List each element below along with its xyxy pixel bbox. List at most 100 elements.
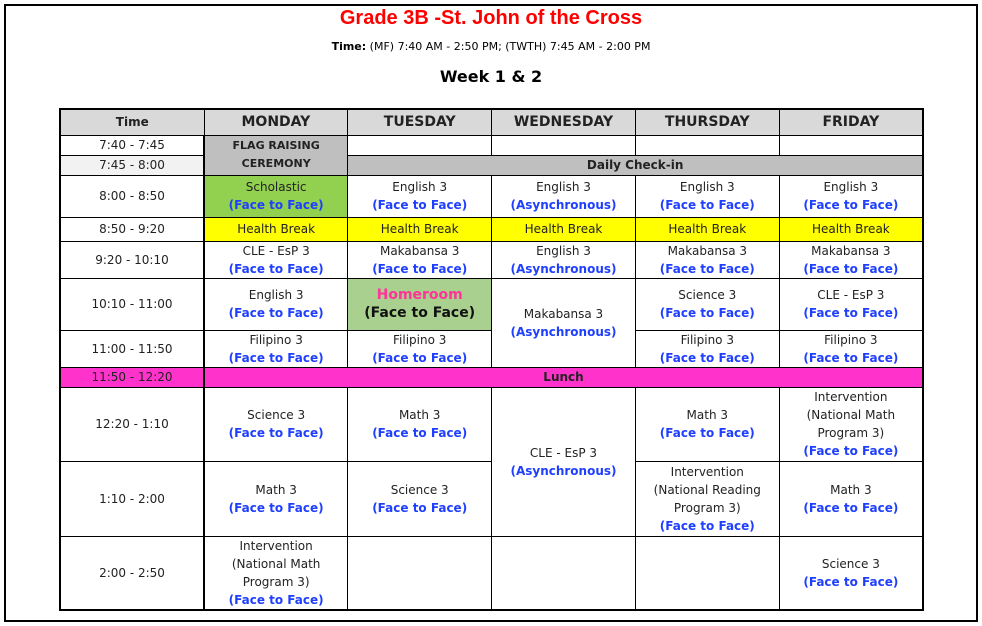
subject-label: Filipino 3 bbox=[680, 332, 734, 347]
delivery-mode: (Asynchronous) bbox=[510, 324, 617, 339]
subject-label: Filipino 3 bbox=[249, 332, 303, 347]
schedule-cell: Makabansa 3 (Face to Face) bbox=[634, 240, 780, 279]
time-slot: 2:00 - 2:50 bbox=[59, 535, 205, 610]
empty-cell bbox=[634, 134, 780, 156]
delivery-mode: (Face to Face) bbox=[228, 261, 324, 276]
subject-label: English 3 bbox=[248, 288, 304, 302]
delivery-mode: (Face to Face) bbox=[803, 350, 899, 365]
schedule-cell: Health Break bbox=[634, 216, 780, 242]
subject-label: English 3 bbox=[679, 180, 735, 194]
delivery-mode: (Face to Face) bbox=[372, 350, 468, 365]
column-header-monday: MONDAY bbox=[203, 108, 349, 136]
table-row: 9:20 - 10:10 CLE - EsP 3 (Face to Face) Mak… bbox=[59, 240, 924, 279]
subject-label: Scholastic bbox=[245, 180, 307, 194]
schedule-cell: Science 3 (Face to Face) bbox=[203, 386, 349, 462]
subject-label: Makabansa 3 bbox=[523, 306, 604, 321]
subject-label: Math 3 bbox=[398, 408, 441, 422]
time-value: (MF) 7:40 AM - 2:50 PM; (TWTH) 7:45 AM -… bbox=[366, 40, 651, 53]
subject-label: Lunch bbox=[543, 370, 584, 384]
subject-label: Science 3 bbox=[247, 408, 306, 422]
subject-label: Program 3) bbox=[817, 426, 885, 440]
delivery-mode: (Face to Face) bbox=[228, 198, 324, 212]
delivery-mode: (Asynchronous) bbox=[510, 463, 617, 478]
class-schedule-table: Time MONDAY TUESDAY WEDNESDAY THURSDAY FRIDAY… bbox=[59, 108, 924, 611]
subject-label: Intervention bbox=[239, 538, 313, 553]
schedule-cell: Science 3 (Face to Face) bbox=[347, 460, 493, 537]
header-row: Time MONDAY TUESDAY WEDNESDAY THURSDAY FRIDAY bbox=[59, 108, 924, 136]
subject-label: Filipino 3 bbox=[824, 332, 878, 347]
subject-label: Makabansa 3 bbox=[811, 243, 891, 258]
table-row: 12:20 - 1:10 Science 3 (Face to Face) Math … bbox=[59, 386, 924, 537]
schedule-cell: English 3 (Face to Face) bbox=[634, 174, 780, 218]
schedule-cell: Lunch bbox=[203, 366, 924, 388]
schedule-cell: Math 3 (Face to Face) bbox=[778, 460, 924, 537]
subject-label: English 3 bbox=[823, 180, 879, 194]
subject-label: English 3 bbox=[536, 243, 591, 258]
time-slot: 10:10 - 11:00 bbox=[59, 277, 205, 331]
time-slot: 11:00 - 11:50 bbox=[59, 329, 205, 368]
delivery-mode: (Face to Face) bbox=[659, 350, 755, 365]
table-row: 7:40 - 7:45 FLAG RAISING CEREMONY bbox=[59, 134, 924, 176]
column-header-thursday: THURSDAY bbox=[634, 108, 780, 136]
document-frame bbox=[4, 4, 978, 622]
subject-label: English 3 bbox=[392, 180, 448, 194]
delivery-mode: (Face to Face) bbox=[228, 592, 324, 607]
delivery-mode: (Face to Face) bbox=[228, 426, 324, 440]
schedule-cell: FLAG RAISING CEREMONY bbox=[203, 134, 349, 176]
time-slot: 7:40 - 7:45 bbox=[59, 134, 205, 156]
delivery-mode: (Face to Face) bbox=[372, 198, 468, 212]
schedule-cell: CLE - EsP 3 (Face to Face) bbox=[203, 240, 349, 279]
delivery-mode: (Face to Face) bbox=[659, 518, 755, 533]
empty-cell bbox=[778, 134, 924, 156]
subject-label: Health Break bbox=[380, 222, 459, 236]
delivery-mode: (Face to Face) bbox=[803, 444, 899, 458]
delivery-mode: (Face to Face) bbox=[803, 574, 899, 589]
time-slot: 8:00 - 8:50 bbox=[59, 174, 205, 218]
schedule-cell: Science 3 (Face to Face) bbox=[778, 535, 924, 610]
subject-label: Daily Check-in bbox=[586, 158, 684, 172]
schedule-cell: Homeroom (Face to Face) bbox=[347, 277, 493, 331]
subject-label: Science 3 bbox=[678, 288, 737, 302]
subject-label: (National Reading bbox=[653, 482, 761, 497]
schedule-cell: Intervention (National Math Program 3) (Fac… bbox=[778, 386, 924, 462]
schedule-cell: Daily Check-in bbox=[347, 154, 924, 176]
time-slot: 9:20 - 10:10 bbox=[59, 240, 205, 279]
empty-cell bbox=[347, 535, 493, 610]
schedule-cell: English 3 (Face to Face) bbox=[347, 174, 493, 218]
schedule-cell: CLE - EsP 3 (Asynchronous) bbox=[491, 386, 636, 537]
schedule-cell: Health Break bbox=[347, 216, 493, 242]
schedule-cell: Science 3 (Face to Face) bbox=[634, 277, 780, 331]
table-row: 11:50 - 12:20 Lunch bbox=[59, 366, 924, 388]
schedule-cell: Intervention (National Math Program 3) (Fac… bbox=[203, 535, 349, 610]
delivery-mode: (Face to Face) bbox=[372, 261, 468, 276]
schedule-cell: Filipino 3 (Face to Face) bbox=[347, 329, 493, 368]
delivery-mode: (Face to Face) bbox=[659, 306, 755, 320]
subject-label: English 3 bbox=[536, 180, 591, 194]
time-slot: 8:50 - 9:20 bbox=[59, 216, 205, 242]
schedule-cell: English 3 (Asynchronous) bbox=[491, 240, 636, 279]
subject-label: Health Break bbox=[237, 222, 316, 236]
subject-label: (National Math bbox=[231, 556, 321, 571]
schedule-cell: Filipino 3 (Face to Face) bbox=[203, 329, 349, 368]
page-title: Grade 3B -St. John of the Cross bbox=[339, 7, 643, 29]
subject-label: FLAG RAISING bbox=[232, 139, 320, 152]
table-row: 1:10 - 2:00 Math 3 (Face to Face) Science 3… bbox=[59, 460, 924, 537]
schedule-cell: Math 3 (Face to Face) bbox=[347, 386, 493, 462]
schedule-cell: Makabansa 3 (Face to Face) bbox=[778, 240, 924, 279]
subject-label: Health Break bbox=[811, 222, 890, 236]
schedule-cell: CLE - EsP 3 (Face to Face) bbox=[778, 277, 924, 331]
subject-label: Health Break bbox=[524, 222, 603, 236]
column-header-time: Time bbox=[59, 108, 205, 136]
subject-label: Program 3) bbox=[242, 574, 310, 589]
subject-label: CLE - EsP 3 bbox=[242, 243, 310, 258]
delivery-mode: (Face to Face) bbox=[364, 305, 476, 321]
time-slot: 12:20 - 1:10 bbox=[59, 386, 205, 462]
subject-label: Math 3 bbox=[255, 482, 297, 497]
subject-label: Makabansa 3 bbox=[379, 243, 460, 258]
delivery-mode: (Face to Face) bbox=[228, 500, 324, 515]
delivery-mode: (Face to Face) bbox=[228, 350, 324, 365]
subject-label: Health Break bbox=[668, 222, 747, 236]
table-row: 10:10 - 11:00 English 3 (Face to Face) Home… bbox=[59, 277, 924, 368]
delivery-mode: (Face to Face) bbox=[659, 426, 755, 440]
subject-label: CLE - EsP 3 bbox=[529, 445, 598, 460]
